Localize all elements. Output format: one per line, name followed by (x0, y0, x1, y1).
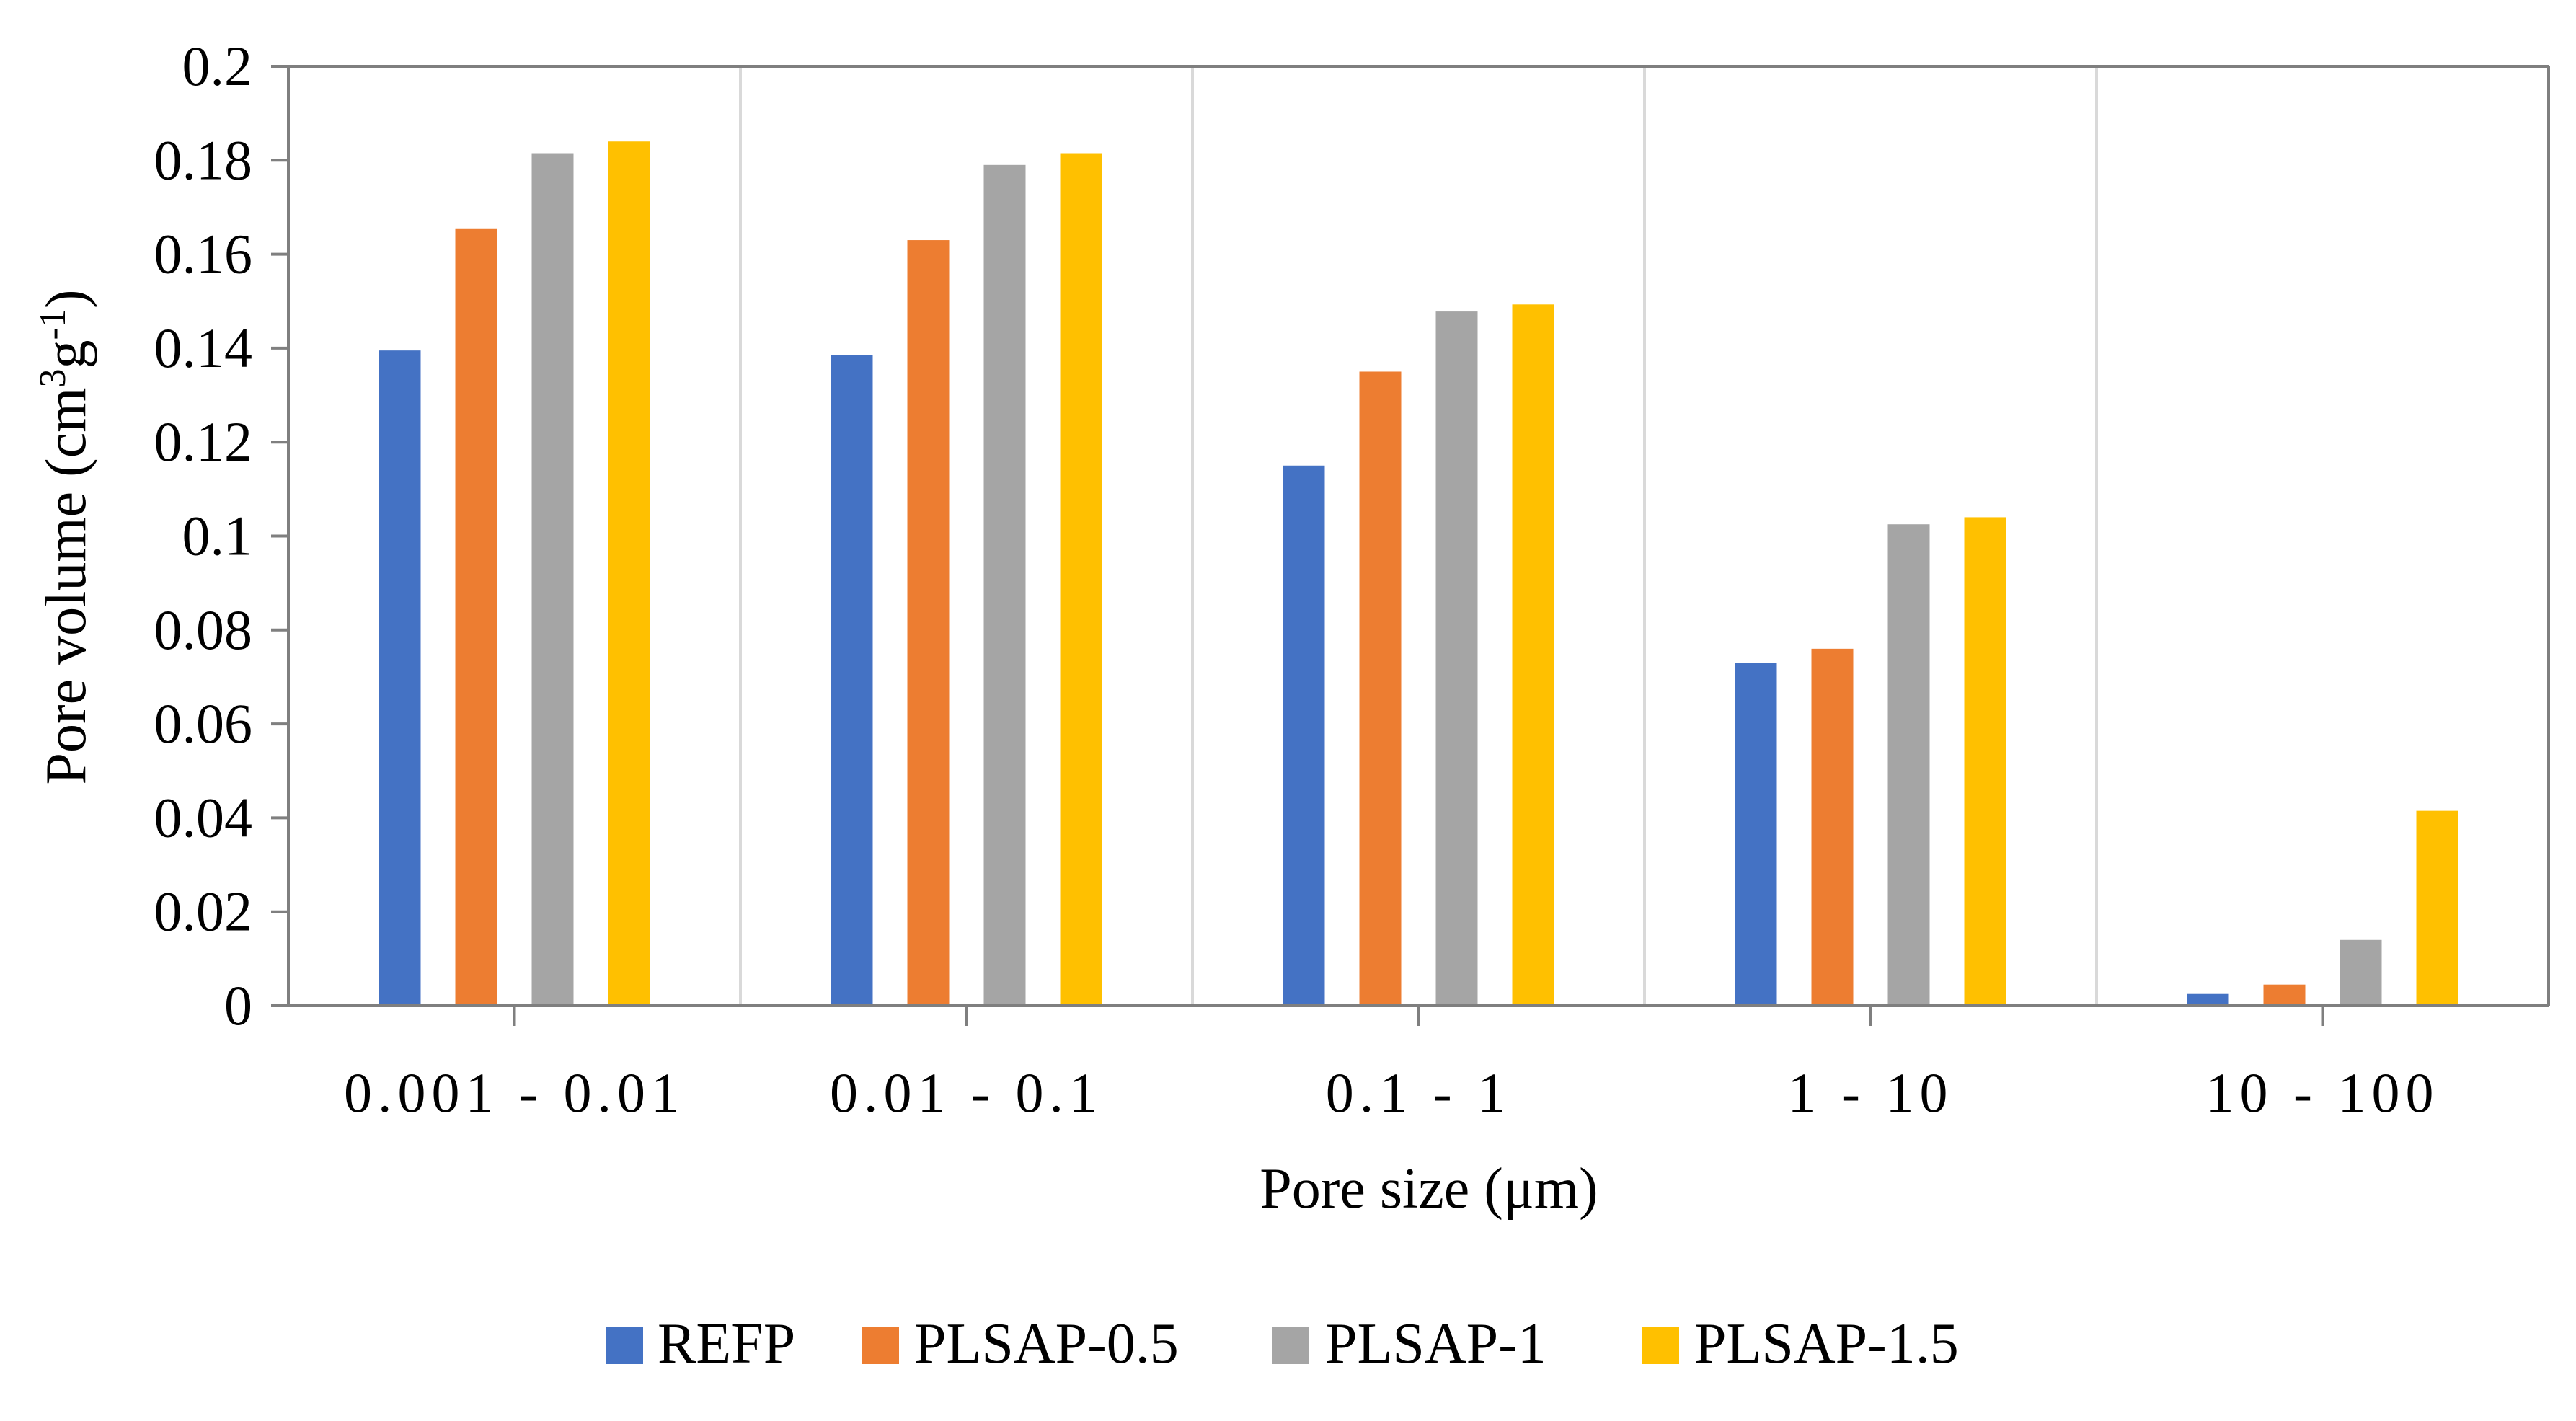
legend-swatch (1642, 1327, 1679, 1364)
bar (1811, 648, 1854, 1006)
bar (1512, 304, 1554, 1006)
legend: REFP PLSAP-0.5 PLSAP-1 PLSAP-1.5 (606, 1312, 1959, 1376)
y-axis-title-sup1: 3 (32, 368, 74, 387)
bar (983, 164, 1026, 1006)
bar (1735, 663, 1777, 1006)
bar (531, 153, 574, 1006)
y-tick-label: 0.04 (154, 786, 253, 849)
y-tick-label: 0.1 (182, 505, 253, 567)
bar (1887, 524, 1930, 1006)
bars-layer (379, 141, 2458, 1006)
x-tick-label: 1 - 10 (1788, 1061, 1954, 1124)
bar (1359, 371, 1402, 1006)
x-tick-labels: 0.001 - 0.01 0.01 - 0.1 0.1 - 1 1 - 10 10 - … (344, 1061, 2440, 1124)
bar (2263, 984, 2306, 1006)
legend-label: PLSAP-1.5 (1694, 1312, 1959, 1376)
legend-swatch (1272, 1327, 1309, 1364)
bar (379, 350, 421, 1006)
y-tick-label: 0.2 (182, 35, 253, 97)
y-axis-title-part3: ) (35, 290, 98, 309)
bar (2187, 993, 2229, 1006)
y-tick-label: 0.16 (154, 223, 253, 285)
legend-label: PLSAP-0.5 (914, 1312, 1179, 1376)
bar (1435, 311, 1478, 1006)
y-tick-label: 0.02 (154, 880, 253, 943)
bar (2416, 810, 2458, 1006)
y-tick-label: 0.08 (154, 598, 253, 661)
y-axis-title-part1: Pore volume (cm (35, 387, 98, 784)
bar (1060, 153, 1102, 1006)
x-tick-label: 10 - 100 (2206, 1061, 2440, 1124)
y-tick-label: 0.12 (154, 410, 253, 473)
legend-swatch (862, 1327, 899, 1364)
bar (2340, 939, 2382, 1006)
y-tick-label: 0.14 (154, 316, 253, 379)
x-tick-label: 0.01 - 0.1 (830, 1061, 1103, 1124)
bar (455, 228, 497, 1006)
legend-swatch (606, 1327, 643, 1364)
grid-layer (739, 66, 2098, 1006)
x-tick-label: 0.001 - 0.01 (344, 1061, 685, 1124)
y-axis-title: Pore volume (cm3g-1) (32, 290, 99, 785)
y-tick-label: 0.18 (154, 128, 253, 191)
bar (608, 141, 650, 1006)
y-tick-label: 0 (224, 974, 252, 1037)
y-axis-title-sup2: -1 (32, 309, 74, 340)
y-axis-title-part2: g (35, 340, 98, 368)
y-tick-label: 0.06 (154, 692, 253, 755)
legend-label: PLSAP-1 (1325, 1312, 1546, 1376)
bar (1964, 517, 2006, 1006)
bar (831, 355, 873, 1006)
axes-layer (271, 65, 2550, 1026)
bar (1283, 465, 1325, 1006)
y-tick-labels: 0 0.02 0.04 0.06 0.08 0.1 0.12 0.14 0.16 0.18 0.2 (154, 35, 253, 1037)
x-tick-label: 0.1 - 1 (1326, 1061, 1511, 1124)
x-axis-title: Pore size (μm) (1260, 1157, 1598, 1221)
legend-label: REFP (658, 1312, 795, 1376)
bar (907, 240, 950, 1006)
